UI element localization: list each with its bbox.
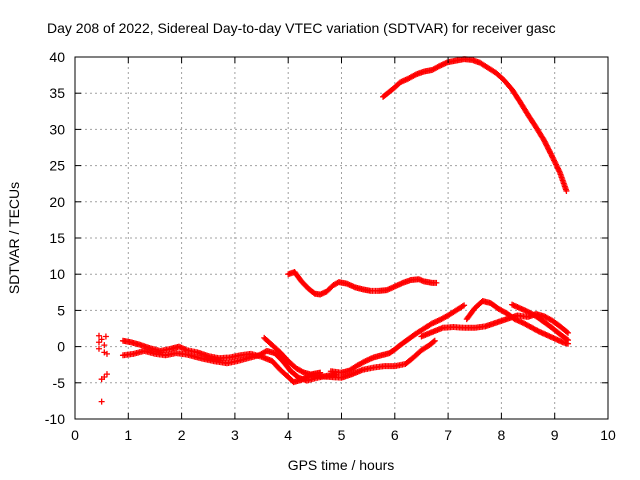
series-arc-low-c (261, 334, 438, 381)
data-point (459, 303, 466, 310)
x-tick-label: 1 (124, 427, 132, 443)
data-point (101, 349, 108, 356)
data-point (98, 336, 105, 343)
series-arc-low-g (509, 301, 572, 344)
x-tick-label: 3 (231, 427, 239, 443)
series-arc-high (380, 56, 570, 194)
data-point (565, 329, 572, 336)
y-tick-label: 40 (49, 49, 65, 65)
data-point (430, 338, 437, 345)
data-point (411, 72, 418, 79)
y-tick-label: -10 (45, 411, 65, 427)
data-point (545, 145, 552, 152)
y-axis-label: SDTVAR / TECUs (6, 182, 22, 294)
grid-lines (75, 57, 608, 419)
data-point (545, 146, 552, 153)
data-point (534, 327, 541, 334)
series-scatter-early (95, 332, 110, 405)
y-tick-label: 35 (49, 85, 65, 101)
data-point (541, 137, 548, 144)
data-point (543, 141, 550, 148)
data-point (361, 358, 368, 365)
x-axis-label: GPS time / hours (288, 457, 395, 473)
y-tick-label: 25 (49, 158, 65, 174)
data-point (541, 138, 548, 145)
data-point (563, 336, 570, 343)
data-point (299, 368, 306, 375)
axis-ticks: 0 1 2 3 4 5 6 7 8 9 10 -10 -5 0 5 10 15 20 25 30 35 40 (45, 49, 616, 443)
x-tick-label: 10 (600, 427, 616, 443)
data-point (546, 147, 553, 154)
x-tick-label: 0 (71, 427, 79, 443)
data-point (431, 337, 438, 344)
data-point (101, 374, 108, 381)
data-point (461, 302, 468, 309)
x-tick-label: 6 (391, 427, 399, 443)
x-tick-label: 7 (444, 427, 452, 443)
series-arc-mid (285, 269, 440, 298)
data-point (563, 328, 570, 335)
y-tick-label: 5 (57, 302, 65, 318)
data-point (547, 149, 554, 156)
data-point (95, 339, 102, 346)
y-tick-label: 20 (49, 194, 65, 210)
series-arc-low-f (463, 297, 572, 347)
data-point (563, 187, 570, 194)
data-point (547, 150, 554, 157)
x-tick-label: 4 (284, 427, 292, 443)
data-point (548, 151, 555, 158)
data-point (98, 398, 105, 405)
y-tick-label: 10 (49, 266, 65, 282)
y-tick-label: 30 (49, 121, 65, 137)
data-point (101, 342, 108, 349)
chart-title: Day 208 of 2022, Sidereal Day-to-day VTE… (47, 20, 556, 36)
x-tick-label: 5 (338, 427, 346, 443)
data-point (565, 337, 572, 344)
x-tick-label: 9 (551, 427, 559, 443)
data-point (433, 279, 440, 286)
y-tick-label: 15 (49, 230, 65, 246)
data-point (542, 139, 549, 146)
series-arc-low-a (119, 337, 324, 386)
data-point (95, 345, 102, 352)
series-arc-low-d (327, 302, 468, 376)
y-tick-label: 0 (57, 339, 65, 355)
x-tick-label: 2 (178, 427, 186, 443)
data-point (95, 332, 102, 339)
data-point (435, 63, 442, 70)
y-tick-label: -5 (53, 375, 66, 391)
data-point (103, 371, 110, 378)
x-tick-label: 8 (498, 427, 506, 443)
data-point (543, 142, 550, 149)
data-points (95, 56, 572, 405)
data-point (544, 143, 551, 150)
data-point (102, 333, 109, 340)
